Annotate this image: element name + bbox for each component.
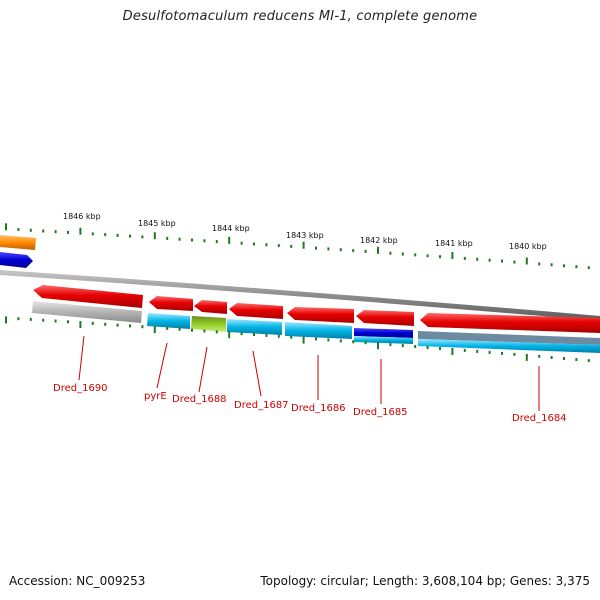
gene-label-dred-1690: Dred_1690 — [53, 383, 108, 394]
gene-label-dred-1685: Dred_1685 — [353, 407, 408, 418]
genome-backbone — [0, 270, 600, 321]
cog-blocks — [32, 301, 600, 353]
connector-pyre — [156, 342, 168, 389]
gene-arrow-dred-1688 — [194, 300, 227, 314]
ruler-label-1841: 1841 kbp — [435, 239, 473, 248]
gene-label-dred-1688: Dred_1688 — [172, 394, 227, 405]
gene-arrow-dred-1684 — [420, 313, 600, 333]
ruler-label-1845: 1845 kbp — [138, 219, 176, 228]
gene-arrow-dred-1686 — [287, 307, 354, 323]
ruler-label-1842: 1842 kbp — [360, 236, 398, 245]
connector-dred-1690 — [78, 335, 85, 381]
kbp-labels: 1846 kbp 1845 kbp 1844 kbp 1843 kbp 1842… — [63, 212, 547, 251]
accession-text: Accession: NC_009253 — [9, 574, 146, 588]
lower-tick-ruler — [5, 316, 590, 363]
ruler-label-1844: 1844 kbp — [212, 224, 250, 233]
cog-block-dred-1685-top — [354, 328, 413, 338]
gene-arrows — [33, 285, 600, 333]
map-title: Desulfotomaculum reducens MI-1, complete… — [122, 9, 478, 24]
cog-block-dred-1684-top — [418, 331, 600, 345]
connector-dred-1688 — [198, 346, 208, 393]
connector-dred-1687 — [252, 350, 262, 397]
gene-arrow-pyre — [149, 296, 193, 311]
gene-arrow-dred-1685 — [356, 310, 414, 326]
cog-block-dred-1687 — [227, 319, 282, 335]
gene-label-dred-1684: Dred_1684 — [512, 413, 567, 424]
gene-label-pyre: pyrE — [144, 391, 167, 402]
topology-text: Topology: circular; Length: 3,608,104 bp… — [260, 574, 590, 588]
ruler-label-1843: 1843 kbp — [286, 231, 324, 240]
cog-block-pyre — [147, 313, 190, 329]
cog-block-dred-1684-bottom — [418, 339, 600, 353]
gene-label-dred-1687: Dred_1687 — [234, 400, 289, 411]
gene-label-dred-1686: Dred_1686 — [291, 403, 346, 414]
cog-block-dred-1685-bottom — [354, 336, 413, 344]
orange-cog-block — [0, 235, 36, 250]
label-connectors — [78, 335, 540, 411]
gene-labels: Dred_1690 pyrE Dred_1688 Dred_1687 Dred_… — [53, 383, 567, 424]
cog-block-dred-1686 — [285, 322, 352, 339]
cog-block-dred-1690 — [32, 301, 142, 323]
cog-block-dred-1688 — [191, 316, 226, 332]
gene-arrow-dred-1687 — [229, 303, 283, 319]
blue-gene-arrow — [0, 252, 33, 268]
upper-tick-ruler — [5, 223, 590, 270]
left-edge-features — [0, 235, 36, 268]
gene-arrow-dred-1690 — [33, 285, 143, 308]
ruler-label-1846: 1846 kbp — [63, 212, 101, 221]
ruler-label-1840: 1840 kbp — [509, 242, 547, 251]
